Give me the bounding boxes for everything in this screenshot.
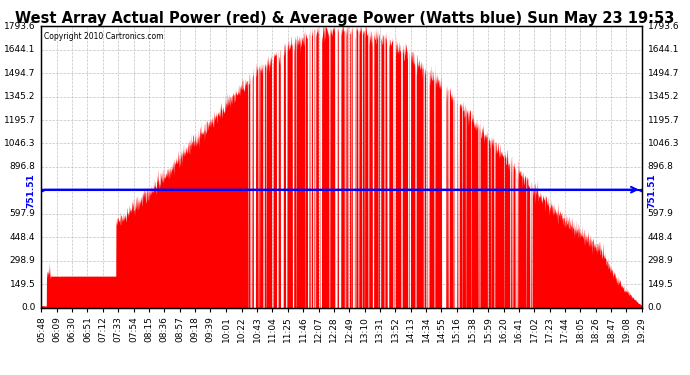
Text: 448.4: 448.4 [648, 232, 673, 242]
Text: 1793.6: 1793.6 [648, 22, 680, 31]
Text: 149.5: 149.5 [10, 279, 35, 288]
Text: 597.9: 597.9 [648, 209, 673, 218]
Text: 896.8: 896.8 [10, 162, 35, 171]
Text: Copyright 2010 Cartronics.com: Copyright 2010 Cartronics.com [44, 32, 164, 41]
Text: 1046.3: 1046.3 [648, 139, 679, 148]
Text: 1195.7: 1195.7 [648, 116, 680, 124]
Text: 1046.3: 1046.3 [4, 139, 35, 148]
Text: 1345.2: 1345.2 [648, 92, 679, 101]
Text: 1195.7: 1195.7 [3, 116, 35, 124]
Text: 751.51: 751.51 [648, 173, 657, 208]
Text: 1494.7: 1494.7 [4, 69, 35, 78]
Text: 1644.1: 1644.1 [648, 45, 679, 54]
Text: 298.9: 298.9 [10, 256, 35, 265]
Text: 1494.7: 1494.7 [648, 69, 679, 78]
Text: 597.9: 597.9 [10, 209, 35, 218]
Text: 1793.6: 1793.6 [3, 22, 35, 31]
Text: 751.51: 751.51 [26, 173, 35, 208]
Text: 1345.2: 1345.2 [4, 92, 35, 101]
Text: 298.9: 298.9 [648, 256, 673, 265]
Text: 149.5: 149.5 [648, 279, 673, 288]
Text: 0.0: 0.0 [21, 303, 35, 312]
Text: 0.0: 0.0 [648, 303, 662, 312]
Text: 1644.1: 1644.1 [4, 45, 35, 54]
Text: 448.4: 448.4 [10, 232, 35, 242]
Text: West Array Actual Power (red) & Average Power (Watts blue) Sun May 23 19:53: West Array Actual Power (red) & Average … [15, 11, 675, 26]
Text: 896.8: 896.8 [648, 162, 673, 171]
